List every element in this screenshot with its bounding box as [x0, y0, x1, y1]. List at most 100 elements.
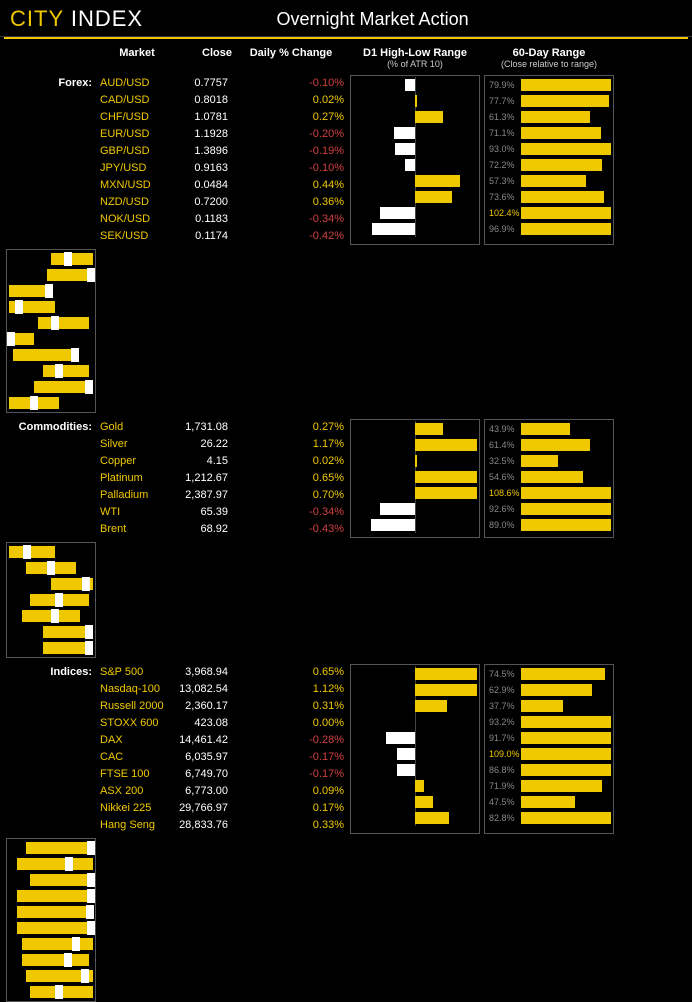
d1-bar: [521, 716, 611, 728]
close-value: 1.3896: [178, 143, 232, 160]
daily-bar: [415, 487, 477, 499]
range-close-marker: [87, 841, 95, 855]
d1-bar-row: 37.7%: [487, 698, 611, 714]
range-close-marker: [87, 268, 95, 282]
range-close-marker: [47, 561, 55, 575]
d1-bar-row: 77.7%: [487, 93, 611, 109]
daily-bar-row: [353, 205, 477, 221]
daily-bar-row: [353, 469, 477, 485]
category-label: Commodities:: [6, 419, 96, 433]
market-name: WTI: [100, 504, 174, 521]
daily-bar-row: [353, 746, 477, 762]
daily-bar-row: [353, 221, 477, 237]
daily-bar-row: [353, 485, 477, 501]
d1-label: 109.0%: [489, 749, 520, 759]
group-forex: Forex:AUD/USDCAD/USDCHF/USDEUR/USDGBP/US…: [0, 75, 692, 413]
pct-values: 0.65%1.12%0.31%0.00%-0.28%-0.17%-0.17%0.…: [236, 664, 346, 834]
market-name: Brent: [100, 521, 174, 538]
d1-bar: [521, 159, 602, 171]
d1-label: 54.6%: [489, 472, 515, 482]
d1-bar-row: 79.9%: [487, 77, 611, 93]
d1-bar-row: 91.7%: [487, 730, 611, 746]
market-name: DAX: [100, 732, 174, 749]
range-row: [9, 920, 93, 936]
close-value: 1.1928: [178, 126, 232, 143]
d1-bar: [521, 732, 611, 744]
range-close-marker: [7, 332, 15, 346]
close-value: 2,387.97: [178, 487, 232, 504]
d1-bar-row: 93.2%: [487, 714, 611, 730]
range-bar: [17, 890, 93, 902]
range-row: [9, 888, 93, 904]
d1-bar-row: 96.9%: [487, 221, 611, 237]
range-row: [9, 299, 93, 315]
daily-bar-row: [353, 698, 477, 714]
daily-bar-row: [353, 189, 477, 205]
d1-bar-row: 61.4%: [487, 437, 611, 453]
range-row: [9, 936, 93, 952]
d1-bar-row: 86.8%: [487, 762, 611, 778]
pct-change: -0.17%: [236, 766, 346, 783]
daily-bar: [386, 732, 415, 744]
close-value: 0.1183: [178, 211, 232, 228]
daily-bar-row: [353, 173, 477, 189]
range-close-marker: [51, 316, 59, 330]
d1-label: 37.7%: [489, 701, 515, 711]
data-sections: Forex:AUD/USDCAD/USDCHF/USDEUR/USDGBP/US…: [0, 75, 692, 1002]
daily-bar-row: [353, 109, 477, 125]
d1-bar: [521, 684, 592, 696]
column-headers: Market Close Daily % Change D1 High-Low …: [0, 39, 692, 75]
range-bar: [43, 365, 89, 377]
d1-label: 73.6%: [489, 192, 515, 202]
market-name: Copper: [100, 453, 174, 470]
col-d1: D1 High-Low Range (% of ATR 10): [350, 43, 480, 71]
d1-bar: [521, 796, 575, 808]
pct-change: -0.10%: [236, 160, 346, 177]
d1-bar: [521, 503, 611, 515]
close-value: 6,749.70: [178, 766, 232, 783]
range-row: [9, 856, 93, 872]
pct-change: 0.44%: [236, 177, 346, 194]
market-name: STOXX 600: [100, 715, 174, 732]
market-name: Russell 2000: [100, 698, 174, 715]
daily-bar-row: [353, 517, 477, 533]
close-value: 4.15: [178, 453, 232, 470]
range-close-marker: [30, 396, 38, 410]
d1-label: 72.2%: [489, 160, 515, 170]
sixty-day-range-chart: [6, 249, 96, 413]
daily-bar-row: [353, 77, 477, 93]
close-value: 1.0781: [178, 109, 232, 126]
market-name: S&P 500: [100, 664, 174, 681]
range-close-marker: [81, 969, 89, 983]
pct-change: -0.34%: [236, 504, 346, 521]
category-label: Indices:: [6, 664, 96, 678]
range-row: [9, 576, 93, 592]
close-value: 0.8018: [178, 92, 232, 109]
daily-bar: [415, 684, 477, 696]
daily-bar-row: [353, 762, 477, 778]
range-row: [9, 624, 93, 640]
daily-bar: [397, 764, 415, 776]
d1-bar-row: 82.8%: [487, 810, 611, 826]
market-name: Platinum: [100, 470, 174, 487]
daily-bar-row: [353, 682, 477, 698]
d1-label: 93.2%: [489, 717, 515, 727]
d1-bar: [521, 487, 611, 499]
d1-bar: [521, 519, 611, 531]
d1-bar: [521, 423, 570, 435]
group-indices: Indices:S&P 500Nasdaq-100Russell 2000STO…: [0, 664, 692, 1002]
range-close-marker: [65, 857, 73, 871]
daily-bar-row: [353, 93, 477, 109]
market-name: MXN/USD: [100, 177, 174, 194]
pct-change: 0.02%: [236, 92, 346, 109]
market-name: CAC: [100, 749, 174, 766]
daily-bar: [394, 127, 415, 139]
range-row: [9, 251, 93, 267]
d1-bar: [521, 764, 611, 776]
d1-bar-row: 74.5%: [487, 666, 611, 682]
d1-label: 96.9%: [489, 224, 515, 234]
range-close-marker: [82, 577, 90, 591]
d1-bar: [521, 175, 586, 187]
daily-bar: [415, 780, 424, 792]
market-name: Nikkei 225: [100, 800, 174, 817]
